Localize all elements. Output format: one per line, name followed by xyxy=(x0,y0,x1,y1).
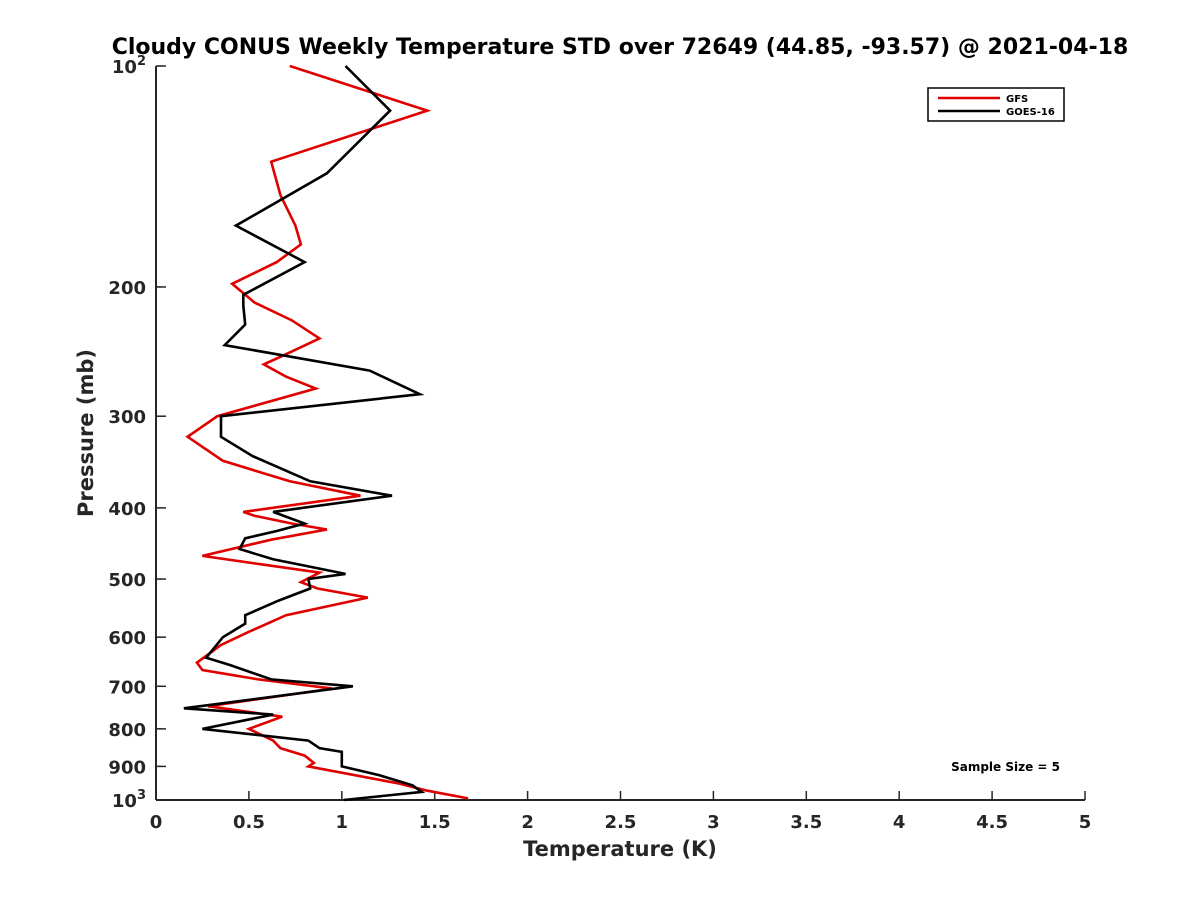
x-tick-label: 3 xyxy=(707,812,720,833)
y-tick-label: 800 xyxy=(108,720,146,741)
x-tick-label: 0.5 xyxy=(233,812,265,833)
y-tick-label: 300 xyxy=(108,407,146,428)
series-line-goes-16 xyxy=(183,65,426,802)
sample-size-annotation: Sample Size = 5 xyxy=(951,760,1060,774)
y-tick-label: 900 xyxy=(108,757,146,778)
series-lines xyxy=(183,64,469,802)
x-tick-label: 5 xyxy=(1079,812,1092,833)
x-tick-label: 0 xyxy=(150,812,163,833)
x-tick-label: 4 xyxy=(893,812,906,833)
series-line-gfs xyxy=(185,64,469,800)
x-tick-label: 2 xyxy=(521,812,534,833)
legend-label: GOES-16 xyxy=(1006,107,1055,118)
y-axis-label: Pressure (mb) xyxy=(74,349,98,517)
x-axis-label: Temperature (K) xyxy=(523,837,717,861)
legend-box xyxy=(927,87,1065,122)
legend-label: GFS xyxy=(1006,94,1028,105)
y-tick-label: 600 xyxy=(108,628,146,649)
x-tick-label: 1 xyxy=(336,812,349,833)
y-tick-label: 102 xyxy=(112,54,146,78)
legend: GFS GOES-16 xyxy=(927,87,1065,122)
chart-title: Cloudy CONUS Weekly Temperature STD over… xyxy=(112,35,1129,60)
y-tick-label: 200 xyxy=(108,278,146,299)
y-tick-label: 400 xyxy=(108,499,146,520)
y-tick-label: 500 xyxy=(108,570,146,591)
x-tick-label: 3.5 xyxy=(790,812,822,833)
x-tick-label: 2.5 xyxy=(605,812,637,833)
x-tick-label: 4.5 xyxy=(976,812,1008,833)
y-tick-label: 103 xyxy=(112,788,146,812)
x-tick-label: 1.5 xyxy=(419,812,451,833)
y-tick-label: 700 xyxy=(108,677,146,698)
axes: 0 0.5 1 1.5 2 2.5 3 3.5 4 4.5 5 102 200 300 400 500 600 7… xyxy=(108,54,1091,833)
